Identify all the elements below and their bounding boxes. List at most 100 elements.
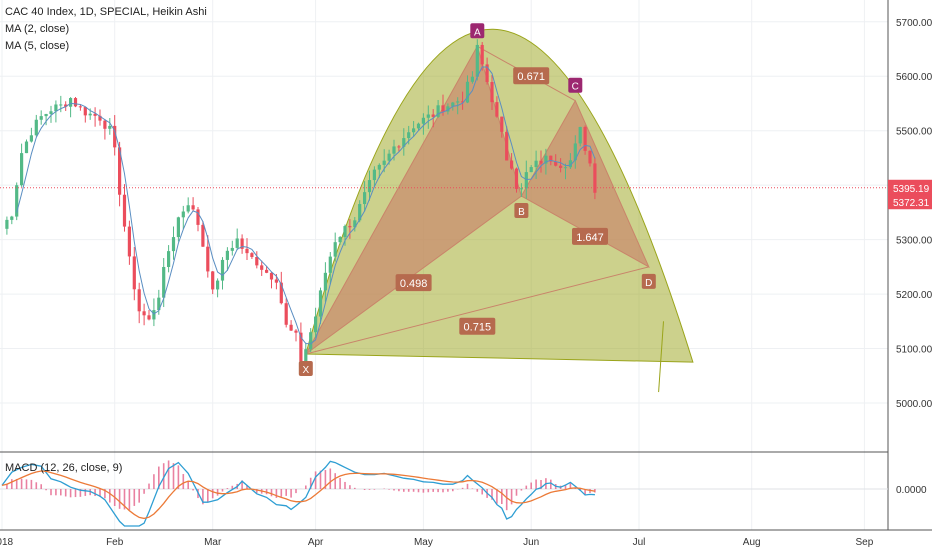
point-label: D (645, 278, 652, 289)
candle-body (83, 107, 87, 116)
candle-body (309, 332, 313, 350)
ratio-badge (459, 317, 496, 335)
ratio-label: 0.671 (517, 71, 545, 83)
candle-body (162, 267, 166, 298)
candle-body (559, 165, 563, 168)
candle-body (265, 269, 269, 273)
ma-lines (16, 66, 596, 345)
candle-body (127, 226, 131, 257)
candle-body (196, 209, 200, 225)
candle-body (39, 116, 43, 120)
pattern-markers: 0.671 0.498 1.647 0.715 X A B C D (298, 23, 656, 376)
chart-legend: CAC 40 Index, 1D, SPECIAL, Heikin Ashi M… (5, 4, 207, 55)
candle-body (88, 113, 92, 116)
macd-line (1, 460, 595, 527)
candle-body (44, 113, 48, 117)
candle-body (225, 250, 229, 260)
candle-body (431, 114, 435, 117)
ma-line (16, 66, 596, 345)
candle-body (544, 155, 548, 164)
x-tick-label: Aug (743, 537, 761, 548)
candle-body (34, 119, 38, 136)
ma2-legend[interactable]: MA (2, close) (5, 23, 70, 35)
candle-body (211, 271, 215, 290)
x-tick-label: Apr (308, 537, 324, 548)
candle-body (539, 160, 543, 164)
candle-body (436, 105, 440, 117)
chart-title[interactable]: CAC 40 Index, 1D, SPECIAL, Heikin Ashi (5, 6, 207, 18)
candle-body (456, 101, 460, 103)
candle-body (323, 272, 327, 291)
candle-body (382, 160, 386, 165)
point-marker (470, 23, 485, 39)
candle-body (279, 282, 283, 304)
ratio-badge (513, 67, 550, 85)
candle-body (260, 265, 264, 270)
candle-body (230, 247, 234, 251)
x-tick-label: 2018 (0, 537, 14, 548)
candle-body (157, 297, 161, 311)
candle-body (353, 220, 357, 228)
candle-body (118, 147, 122, 195)
candle-body (299, 332, 303, 362)
candle-body (255, 257, 259, 266)
y-tick-label: 5000.00 (896, 399, 932, 410)
x-tick-label: May (414, 537, 433, 548)
stray-mark (658, 321, 664, 393)
candle-body (465, 81, 470, 103)
candle-body (578, 126, 582, 144)
candle-body (490, 82, 494, 103)
candle-body (367, 180, 372, 193)
candle-body (220, 259, 225, 281)
candle-body (451, 102, 455, 107)
candle-body (78, 106, 82, 108)
candle-body (446, 106, 450, 112)
point-marker (298, 360, 313, 376)
candle-body (593, 163, 597, 193)
macd-zero-label: 0.0000 (896, 485, 927, 496)
candle-body (10, 216, 14, 220)
candle-body (245, 248, 249, 254)
ma5-legend[interactable]: MA (5, close) (5, 40, 70, 52)
candle-body (358, 204, 362, 221)
harmonic-pattern[interactable] (305, 28, 694, 393)
candle-body (152, 310, 156, 320)
point-marker (641, 273, 656, 289)
x-tick-label: Jun (523, 537, 539, 548)
x-tick-label: Feb (106, 537, 124, 548)
candle-body (397, 146, 401, 148)
candle-body (348, 226, 352, 228)
candle-body (318, 290, 323, 317)
candle-body (103, 120, 107, 129)
candle-body (372, 169, 376, 181)
candle-body (505, 131, 509, 161)
candle-body (402, 138, 406, 147)
candle-body (563, 167, 568, 169)
candle-body (588, 150, 592, 164)
x-tick-label: Mar (204, 537, 222, 548)
candle-body (554, 161, 558, 166)
candle-body (573, 143, 577, 161)
y-tick-label: 5700.00 (896, 18, 932, 29)
candle-body (514, 168, 519, 189)
candle-body (250, 253, 254, 258)
candle-body (274, 279, 278, 283)
last-price-badge (888, 179, 932, 195)
candle-body (416, 123, 421, 129)
candle-body (201, 224, 205, 247)
x-tick-label: Sep (856, 537, 874, 548)
candle-body (377, 164, 381, 170)
point-marker (514, 203, 529, 219)
candle-body (147, 315, 151, 320)
candle-body (500, 116, 504, 132)
candle-body (529, 167, 533, 173)
candle-body (284, 303, 288, 325)
y-tick-label: 5200.00 (896, 290, 932, 301)
candle-body (122, 194, 127, 227)
ratio-badge (395, 274, 432, 292)
point-label: A (474, 27, 481, 38)
macd-legend[interactable]: MACD (12, 26, close, 9) (5, 462, 123, 474)
y-tick-label: 5100.00 (896, 345, 932, 356)
